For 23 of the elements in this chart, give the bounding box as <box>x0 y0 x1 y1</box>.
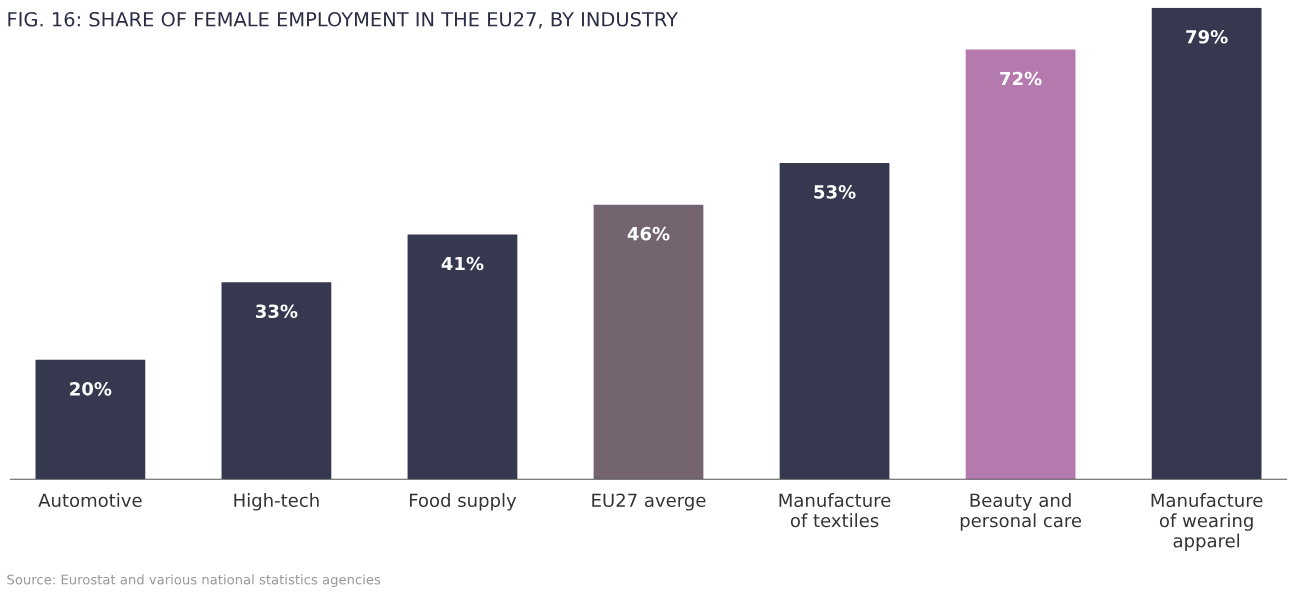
data-label: 46% <box>627 226 670 241</box>
x-tick-label: Manufacture of textiles <box>779 493 891 528</box>
source-note: Source: Eurostat and various national statistics agencies <box>7 574 381 588</box>
x-tick-label: Food supply <box>409 493 517 511</box>
bar <box>1151 7 1262 480</box>
bar <box>35 359 146 480</box>
data-label: 20% <box>70 381 112 396</box>
x-tick-label: Beauty and personal care <box>960 493 1082 531</box>
bar <box>593 204 704 480</box>
x-tick-label: Automotive <box>38 493 142 508</box>
data-label: 41% <box>441 256 484 271</box>
bar <box>965 49 1076 480</box>
data-label: 53% <box>814 185 856 199</box>
bar <box>221 282 332 480</box>
x-tick-label: High-tech <box>234 493 319 511</box>
x-tick-label: Manufacture of wearing apparel <box>1151 493 1263 551</box>
bar <box>407 234 518 480</box>
bar <box>779 162 890 480</box>
data-label: 72% <box>1000 71 1042 86</box>
chart-title: FIG. 16: SHARE OF FEMALE EMPLOYMENT IN THE EU27, BY INDUSTRY <box>8 11 679 29</box>
data-label: 79% <box>1186 29 1228 44</box>
data-label: 33% <box>256 304 298 319</box>
x-tick-label: EU27 averge <box>592 493 706 511</box>
